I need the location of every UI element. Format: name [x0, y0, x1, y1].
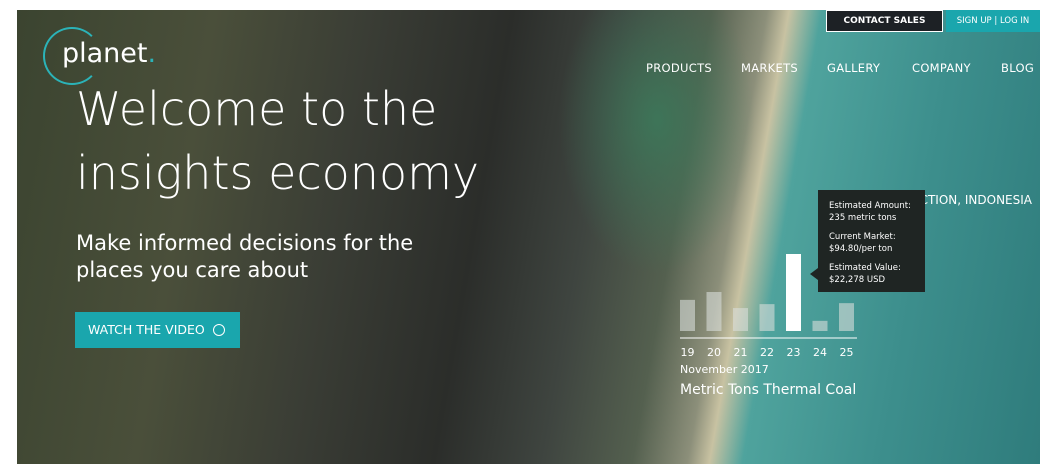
- bar: [813, 321, 828, 331]
- page: planet. CONTACT SALES SIGN UP | LOG IN P…: [0, 0, 1047, 464]
- tooltip-line: Estimated Value:: [829, 263, 901, 273]
- bar: [707, 292, 722, 331]
- bar: [786, 254, 801, 331]
- tooltip-line: 235 metric tons: [829, 213, 897, 223]
- tooltip-pointer: [810, 268, 818, 280]
- x-tick-label: 19: [681, 346, 695, 359]
- x-tick-label: 20: [707, 346, 721, 359]
- bar: [680, 300, 695, 331]
- tooltip-line: Current Market:: [829, 232, 896, 242]
- period-label: November 2017: [680, 363, 769, 376]
- x-tick-label: 23: [787, 346, 801, 359]
- x-tick-label: 22: [760, 346, 774, 359]
- tooltip-line: Estimated Amount:: [829, 201, 911, 211]
- bar: [760, 304, 775, 331]
- x-tick-label: 21: [734, 346, 748, 359]
- x-tick-label: 25: [840, 346, 854, 359]
- bar: [839, 303, 854, 331]
- value-label: Metric Tons Thermal Coal: [680, 382, 856, 398]
- tooltip-line: $22,278 USD: [829, 275, 885, 285]
- bar: [733, 308, 748, 331]
- tooltip-line: $94.80/per ton: [829, 244, 892, 254]
- production-chart: COAL PRODUCTION, INDONESIA19202122232425…: [0, 0, 1047, 464]
- x-tick-label: 24: [813, 346, 827, 359]
